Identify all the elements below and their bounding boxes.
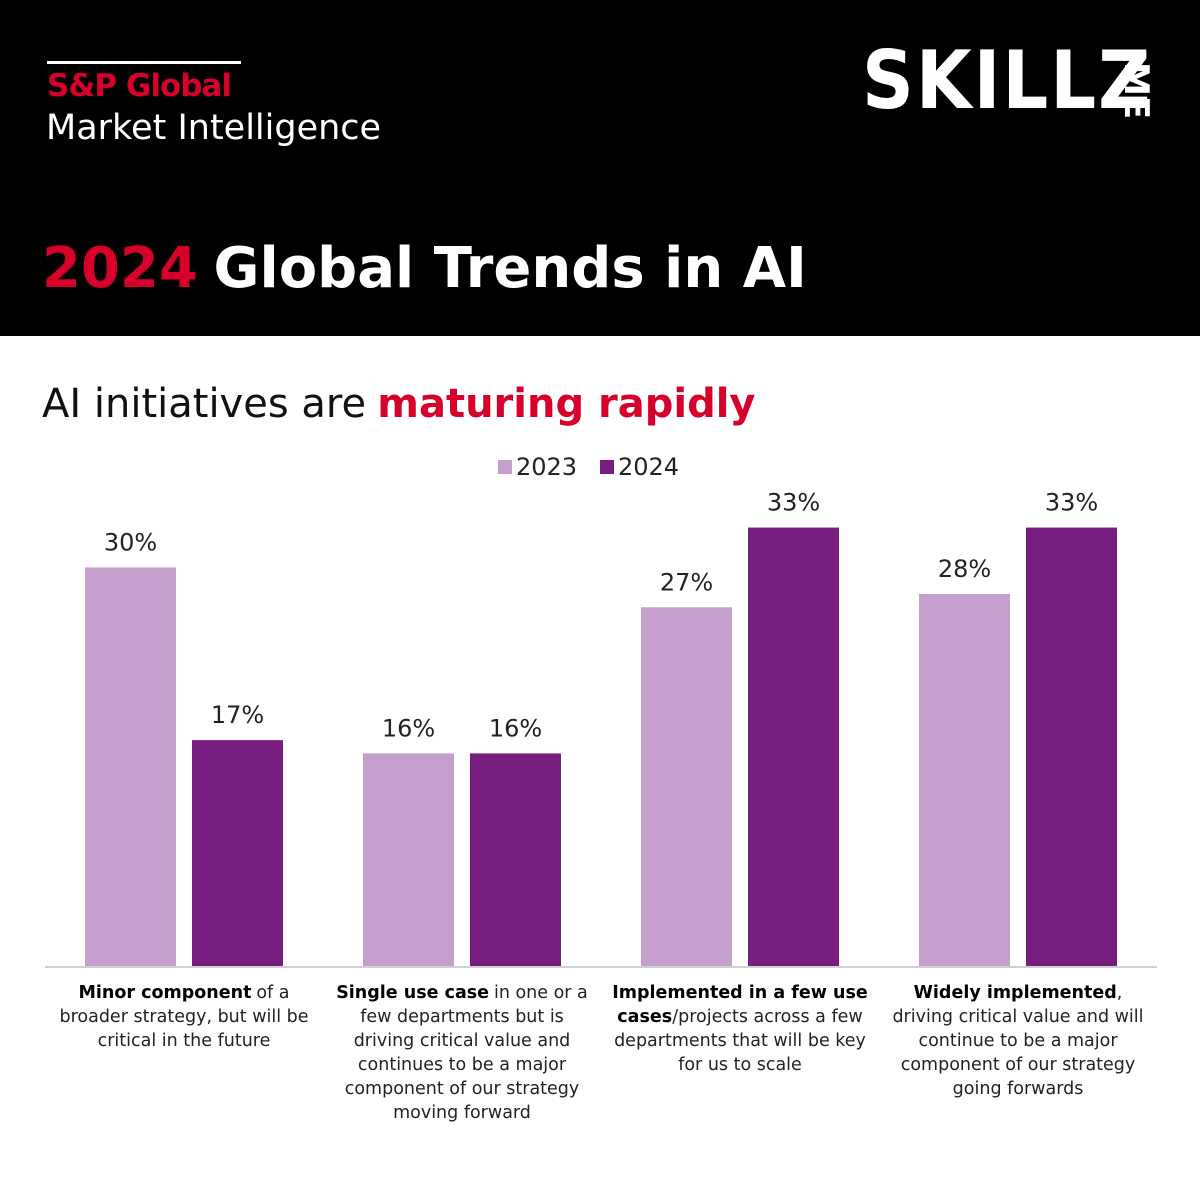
data-label: 28% — [938, 555, 991, 583]
bar — [470, 753, 561, 966]
text-part: Widely implemented — [913, 983, 1117, 1003]
text-part: Implemented in a few use cases — [612, 983, 868, 1027]
data-label: 30% — [104, 528, 157, 556]
division: Market Intelligence — [46, 108, 382, 148]
bar — [748, 527, 839, 966]
text-part: of a broader strategy, but will be criti… — [59, 983, 309, 1051]
bar — [1026, 527, 1117, 966]
bar — [192, 740, 283, 966]
data-label: 33% — [767, 489, 820, 517]
subtitle: AI initiatives are maturing rapidly — [42, 381, 756, 427]
data-label: 17% — [211, 701, 264, 729]
legend-label: 2023 — [516, 453, 577, 481]
header: S&P Global Market Intelligence SKILLZ ME… — [0, 0, 1200, 336]
text-part: in one or a few departments but is drivi… — [344, 983, 588, 1123]
category-label: Implemented in a few use cases/projects … — [609, 981, 871, 1077]
text-part: , driving critical value and will contin… — [892, 983, 1144, 1099]
data-label: 16% — [489, 714, 542, 742]
chart-title: 2024 Global Trends in AI — [42, 236, 807, 301]
bar — [85, 567, 176, 966]
text-part: Single use case — [336, 983, 490, 1003]
category-label: Single use case in one or a few departmen… — [331, 981, 593, 1125]
rule — [47, 61, 241, 64]
text-part: 2024 — [42, 236, 198, 301]
legend-swatch — [600, 460, 614, 474]
bar — [641, 607, 732, 966]
brand: S&P Global — [47, 68, 232, 104]
text-part: /projects across a few departments that … — [614, 1007, 866, 1075]
category-label: Minor component of a broader strategy, bu… — [53, 981, 315, 1053]
logo: SKILLZ — [862, 34, 1153, 127]
text-part: maturing rapidly — [377, 381, 756, 427]
text-part: AI initiatives are — [42, 381, 367, 427]
bar — [363, 753, 454, 966]
category-label: Widely implemented, driving critical val… — [887, 981, 1149, 1101]
text-part: Global Trends in AI — [213, 236, 807, 301]
bar — [919, 594, 1010, 966]
data-label: 27% — [660, 568, 713, 596]
legend-swatch — [498, 460, 512, 474]
text-part: Minor component — [78, 983, 252, 1003]
data-label: 16% — [382, 714, 435, 742]
legend-label: 2024 — [618, 453, 679, 481]
data-label: 33% — [1045, 489, 1098, 517]
